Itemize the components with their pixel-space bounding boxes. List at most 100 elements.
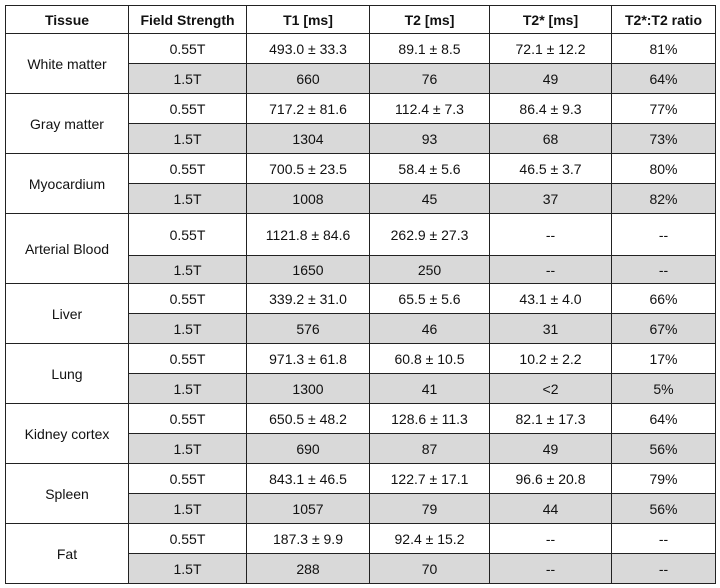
value-cell: 493.0 ± 33.3	[246, 33, 370, 64]
value-cell: 288	[246, 553, 370, 584]
value-cell: 66%	[611, 283, 716, 314]
table-row: 1.5T 690 87 49 56%	[6, 433, 716, 464]
value-cell: 64%	[611, 403, 716, 434]
value-cell: 49	[489, 433, 612, 464]
value-cell: 1.5T	[128, 255, 247, 284]
header-cell: T2 [ms]	[369, 5, 490, 34]
value-cell: 0.55T	[128, 463, 247, 494]
value-cell: 86.4 ± 9.3	[489, 93, 612, 124]
value-cell: 64%	[611, 63, 716, 94]
value-cell: 0.55T	[128, 403, 247, 434]
value-cell: 43.1 ± 4.0	[489, 283, 612, 314]
value-cell: --	[611, 523, 716, 554]
value-cell: 717.2 ± 81.6	[246, 93, 370, 124]
value-cell: 339.2 ± 31.0	[246, 283, 370, 314]
value-cell: 5%	[611, 373, 716, 404]
value-cell: 49	[489, 63, 612, 94]
value-cell: 250	[369, 255, 490, 284]
value-cell: 0.55T	[128, 153, 247, 184]
value-cell: 1.5T	[128, 63, 247, 94]
value-cell: 700.5 ± 23.5	[246, 153, 370, 184]
value-cell: 70	[369, 553, 490, 584]
value-cell: 262.9 ± 27.3	[369, 213, 490, 256]
value-cell: 660	[246, 63, 370, 94]
value-cell: 46	[369, 313, 490, 344]
value-cell: --	[611, 553, 716, 584]
value-cell: 41	[369, 373, 490, 404]
value-cell: 89.1 ± 8.5	[369, 33, 490, 64]
value-cell: 65.5 ± 5.6	[369, 283, 490, 314]
value-cell: 92.4 ± 15.2	[369, 523, 490, 554]
value-cell: 128.6 ± 11.3	[369, 403, 490, 434]
data-table: Tissue Field Strength T1 [ms] T2 [ms] T2* [m…	[5, 5, 716, 584]
header-row: Tissue Field Strength T1 [ms] T2 [ms] T2* [m…	[5, 5, 716, 34]
value-cell: 77%	[611, 93, 716, 124]
header-cell: T2*:T2 ratio	[611, 5, 716, 34]
table-row: Liver 0.55T 339.2 ± 31.0 65.5 ± 5.6 43.1 ± 4…	[5, 283, 716, 344]
value-cell: 112.4 ± 7.3	[369, 93, 490, 124]
value-cell: 1008	[246, 183, 370, 214]
value-cell: 122.7 ± 17.1	[369, 463, 490, 494]
value-cell: 0.55T	[128, 93, 247, 124]
value-cell: 56%	[611, 433, 716, 464]
tissue-cell: Lung	[5, 343, 129, 404]
value-cell: 650.5 ± 48.2	[246, 403, 370, 434]
value-cell: --	[489, 553, 612, 584]
table-row: Lung 0.55T 971.3 ± 61.8 60.8 ± 10.5 10.2 ± 2…	[5, 343, 716, 404]
value-cell: 10.2 ± 2.2	[489, 343, 612, 374]
table-row: 1.5T 660 76 49 64%	[6, 63, 716, 94]
value-cell: 1.5T	[128, 373, 247, 404]
header-cell: T1 [ms]	[246, 5, 370, 34]
value-cell: 82.1 ± 17.3	[489, 403, 612, 434]
table-row: 1.5T 1304 93 68 73%	[6, 123, 716, 154]
table-row: Spleen 0.55T 843.1 ± 46.5 122.7 ± 17.1 96.6 …	[5, 463, 716, 524]
value-cell: 187.3 ± 9.9	[246, 523, 370, 554]
value-cell: 17%	[611, 343, 716, 374]
value-cell: 1057	[246, 493, 370, 524]
value-cell: 0.55T	[128, 283, 247, 314]
value-cell: 971.3 ± 61.8	[246, 343, 370, 374]
value-cell: 1300	[246, 373, 370, 404]
table-row: 1.5T 1008 45 37 82%	[6, 183, 716, 214]
value-cell: 0.55T	[128, 33, 247, 64]
tissue-cell: Gray matter	[5, 93, 129, 154]
tissue-cell: Liver	[5, 283, 129, 344]
value-cell: 58.4 ± 5.6	[369, 153, 490, 184]
value-cell: 80%	[611, 153, 716, 184]
tissue-cell: White matter	[5, 33, 129, 94]
value-cell: 82%	[611, 183, 716, 214]
table-row: 1.5T 288 70 -- --	[6, 553, 716, 584]
table-row: Gray matter 0.55T 717.2 ± 81.6 112.4 ± 7.3 8…	[5, 93, 716, 154]
value-cell: --	[611, 255, 716, 284]
value-cell: --	[489, 523, 612, 554]
value-cell: 576	[246, 313, 370, 344]
value-cell: 1650	[246, 255, 370, 284]
table-row: White matter 0.55T 493.0 ± 33.3 89.1 ± 8.5 7…	[5, 33, 716, 94]
tissue-cell: Kidney cortex	[5, 403, 129, 464]
value-cell: 87	[369, 433, 490, 464]
value-cell: --	[489, 255, 612, 284]
table-row: Fat 0.55T 187.3 ± 9.9 92.4 ± 15.2 -- --	[5, 523, 716, 584]
value-cell: 79%	[611, 463, 716, 494]
value-cell: --	[611, 213, 716, 256]
value-cell: 1.5T	[128, 553, 247, 584]
value-cell: 81%	[611, 33, 716, 64]
table-row: 1.5T 576 46 31 67%	[6, 313, 716, 344]
value-cell: 44	[489, 493, 612, 524]
value-cell: 0.55T	[128, 343, 247, 374]
value-cell: 0.55T	[128, 213, 247, 256]
value-cell: 73%	[611, 123, 716, 154]
value-cell: 843.1 ± 46.5	[246, 463, 370, 494]
table-row: Myocardium 0.55T 700.5 ± 23.5 58.4 ± 5.6 46.…	[5, 153, 716, 214]
header-cell: Field Strength	[128, 5, 247, 34]
value-cell: 56%	[611, 493, 716, 524]
value-cell: 1.5T	[128, 183, 247, 214]
value-cell: 96.6 ± 20.8	[489, 463, 612, 494]
value-cell: 68	[489, 123, 612, 154]
header-cell: Tissue	[5, 5, 129, 34]
value-cell: 79	[369, 493, 490, 524]
value-cell: 60.8 ± 10.5	[369, 343, 490, 374]
value-cell: 67%	[611, 313, 716, 344]
tissue-cell: Fat	[5, 523, 129, 584]
